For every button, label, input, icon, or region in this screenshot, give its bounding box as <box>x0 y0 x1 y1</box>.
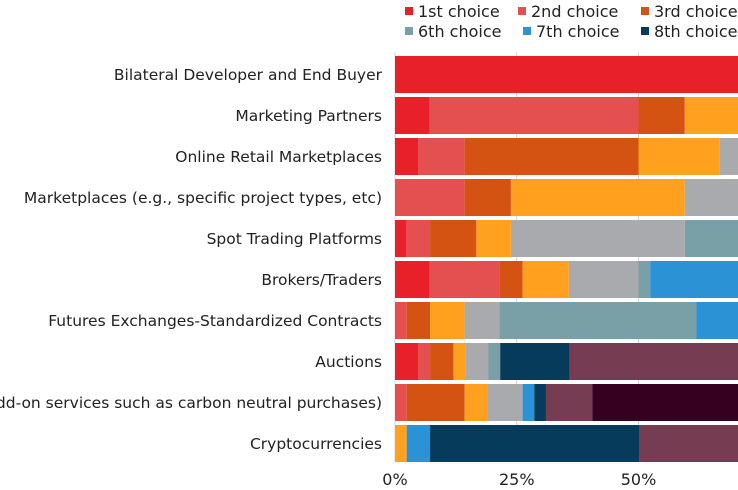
bar-segment-9 <box>569 343 738 380</box>
bar-segment-7 <box>406 425 431 462</box>
legend-label: 8th choice <box>654 22 738 41</box>
bar-segment-3 <box>430 220 477 257</box>
category-label: Cryptocurrencies <box>250 435 382 453</box>
bar-segment-4 <box>464 384 489 421</box>
bar-segment-4 <box>638 138 720 175</box>
bar-segment-4 <box>453 343 466 380</box>
legend-label: 1st choice <box>418 2 500 21</box>
legend-swatch <box>641 7 649 15</box>
bar-segment-5 <box>464 302 500 339</box>
bar-segment-5 <box>719 138 738 175</box>
category-label: Auctions <box>315 353 382 371</box>
legend-label: 3rd choice <box>654 2 738 21</box>
x-axis-ticks: 0% 25% 50% <box>382 470 656 489</box>
bar-segment-6 <box>499 302 697 339</box>
bar-segment-3 <box>638 97 685 134</box>
bar-segment-1 <box>395 138 419 175</box>
bar-segment-2 <box>418 343 431 380</box>
bar-segment-4 <box>684 97 738 134</box>
bar-segment-4 <box>430 302 465 339</box>
bar-segment-2 <box>429 97 639 134</box>
bar-segment-2 <box>406 220 431 257</box>
legend-swatch <box>405 7 413 15</box>
bar-segment-7 <box>522 384 535 421</box>
bar-segment-3 <box>406 302 431 339</box>
bar-segment-8 <box>534 384 546 421</box>
x-tick-label: 50% <box>621 470 657 489</box>
category-labels: Bilateral Developer and End Buyer Marketi… <box>0 66 383 453</box>
bar-segment-2 <box>395 179 465 216</box>
bar-segment-3 <box>464 138 639 175</box>
category-label: Marketplaces (e.g., specific project typ… <box>24 189 382 207</box>
bar-segment-9 <box>545 384 593 421</box>
legend-swatch <box>518 7 526 15</box>
bar-segment-5 <box>684 179 738 216</box>
bar-segment-6 <box>488 343 501 380</box>
bar-segment-3 <box>430 343 454 380</box>
legend-label: 7th choice <box>536 22 620 41</box>
bar-segment-1 <box>395 261 430 298</box>
bar-segment-2 <box>418 138 465 175</box>
bar-segment-5 <box>568 261 639 298</box>
bar-segment-4 <box>395 425 407 462</box>
category-label: Marketing Partners <box>235 107 382 125</box>
bar-segment-7 <box>696 302 738 339</box>
bar-segment-3 <box>406 384 465 421</box>
legend-swatch <box>405 27 413 35</box>
legend-label: 6th choice <box>418 22 502 41</box>
category-label: Add-on services such as carbon neutral p… <box>0 394 382 412</box>
legend-swatch <box>523 27 531 35</box>
bar-segment-4 <box>476 220 511 257</box>
bar-segment-1 <box>395 56 738 93</box>
bar-segment-1 <box>395 220 407 257</box>
bar-segment-2 <box>395 302 407 339</box>
bars <box>395 56 738 462</box>
bar-segment-2 <box>395 384 407 421</box>
category-label: Brokers/Traders <box>261 271 382 289</box>
bar-segment-8 <box>430 425 639 462</box>
legend-swatch <box>641 27 649 35</box>
bar-segment-7 <box>650 261 738 298</box>
bar-segment-4 <box>510 179 685 216</box>
bar-segment-6 <box>684 220 738 257</box>
x-tick-label: 25% <box>499 470 535 489</box>
bar-segment-1 <box>395 343 419 380</box>
bar-segment-2 <box>429 261 500 298</box>
bar-segment-6 <box>638 261 651 298</box>
category-label: Spot Trading Platforms <box>207 230 382 248</box>
category-label: Futures Exchanges-Standardized Contracts <box>48 312 382 330</box>
bar-segment-10 <box>592 384 738 421</box>
bar-segment-3 <box>499 261 523 298</box>
bar-segment-5 <box>510 220 685 257</box>
category-label: Bilateral Developer and End Buyer <box>114 66 383 84</box>
bar-segment-4 <box>522 261 569 298</box>
x-tick-label: 0% <box>382 470 407 489</box>
bar-segment-5 <box>488 384 523 421</box>
bar-segment-1 <box>395 97 430 134</box>
legend-label: 2nd choice <box>531 2 618 21</box>
bar-segment-5 <box>465 343 489 380</box>
bar-segment-8 <box>500 343 570 380</box>
bar-segment-3 <box>464 179 511 216</box>
category-label: Online Retail Marketplaces <box>175 148 382 166</box>
bar-segment-9 <box>638 425 738 462</box>
